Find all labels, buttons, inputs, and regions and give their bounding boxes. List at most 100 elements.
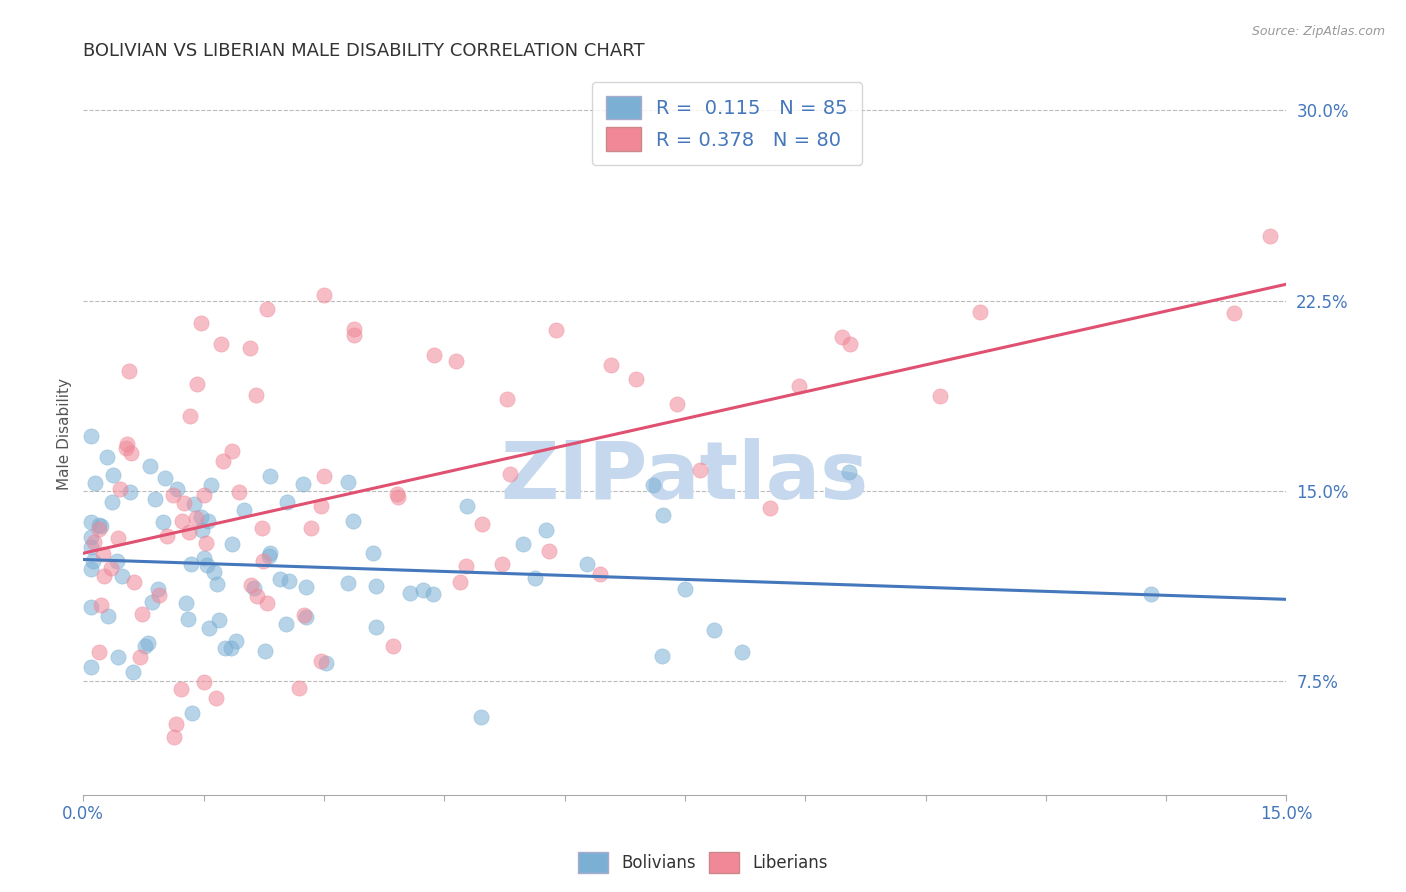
Point — [153, 470, 176, 484]
Point — [398, 585, 420, 599]
Point — [731, 645, 754, 659]
Point — [233, 502, 256, 516]
Point — [101, 495, 124, 509]
Point — [294, 610, 316, 624]
Point — [200, 478, 222, 492]
Point — [172, 515, 194, 529]
Point — [256, 302, 278, 317]
Point — [239, 578, 262, 592]
Point — [221, 444, 243, 458]
Point — [180, 558, 202, 572]
Point — [295, 580, 318, 594]
Point — [204, 565, 226, 579]
Point — [641, 478, 664, 492]
Point — [83, 535, 105, 549]
Point — [111, 569, 134, 583]
Point — [278, 574, 301, 588]
Point — [83, 476, 105, 491]
Point — [82, 554, 104, 568]
Point — [80, 561, 103, 575]
Point — [107, 650, 129, 665]
Point — [246, 589, 269, 603]
Point — [186, 377, 208, 392]
Point — [190, 523, 212, 537]
Point — [208, 613, 231, 627]
Point — [456, 499, 478, 513]
Point — [382, 639, 405, 653]
Point — [114, 441, 136, 455]
Point — [193, 551, 215, 566]
Point — [309, 499, 332, 513]
Point — [239, 341, 262, 355]
Point — [198, 621, 221, 635]
Point — [575, 557, 598, 571]
Point — [128, 649, 150, 664]
Point — [624, 372, 647, 386]
Point — [600, 358, 623, 372]
Point — [169, 682, 191, 697]
Point — [93, 568, 115, 582]
Point — [108, 482, 131, 496]
Point — [97, 608, 120, 623]
Point — [173, 495, 195, 509]
Point — [311, 654, 333, 668]
Point — [190, 509, 212, 524]
Point — [96, 450, 118, 464]
Point — [197, 514, 219, 528]
Point — [652, 508, 675, 523]
Point — [363, 546, 385, 560]
Point — [87, 523, 110, 537]
Point — [589, 566, 612, 581]
Point — [969, 304, 991, 318]
Point — [193, 674, 215, 689]
Point — [139, 459, 162, 474]
Point — [80, 530, 103, 544]
Point — [470, 709, 492, 723]
Text: BOLIVIAN VS LIBERIAN MALE DISABILITY CORRELATION CHART: BOLIVIAN VS LIBERIAN MALE DISABILITY COR… — [83, 42, 645, 60]
Point — [162, 487, 184, 501]
Point — [666, 397, 689, 411]
Point — [343, 322, 366, 336]
Point — [80, 659, 103, 673]
Point — [219, 640, 242, 655]
Point — [299, 521, 322, 535]
Point — [256, 596, 278, 610]
Point — [221, 537, 243, 551]
Point — [174, 596, 197, 610]
Point — [253, 644, 276, 658]
Point — [536, 523, 558, 537]
Point — [491, 558, 513, 572]
Point — [197, 558, 219, 573]
Point — [122, 574, 145, 589]
Point — [364, 620, 387, 634]
Point — [387, 490, 409, 504]
Point — [166, 482, 188, 496]
Point — [259, 469, 281, 483]
Point — [315, 657, 337, 671]
Point — [336, 475, 359, 490]
Point — [156, 529, 179, 543]
Point — [276, 495, 298, 509]
Point — [343, 327, 366, 342]
Point — [118, 363, 141, 377]
Point — [703, 624, 725, 638]
Point — [257, 549, 280, 563]
Point — [259, 546, 281, 560]
Point — [80, 541, 103, 555]
Point — [138, 636, 160, 650]
Point — [269, 572, 291, 586]
Point — [1260, 229, 1282, 244]
Point — [651, 648, 673, 663]
Point — [838, 465, 860, 479]
Point — [131, 607, 153, 621]
Point — [181, 706, 204, 721]
Legend: R =  0.115   N = 85, R = 0.378   N = 80: R = 0.115 N = 85, R = 0.378 N = 80 — [592, 82, 862, 165]
Point — [100, 560, 122, 574]
Point — [337, 576, 360, 591]
Point — [152, 515, 174, 529]
Point — [107, 531, 129, 545]
Point — [499, 467, 522, 482]
Y-axis label: Male Disability: Male Disability — [58, 377, 72, 490]
Point — [165, 717, 187, 731]
Point — [90, 519, 112, 533]
